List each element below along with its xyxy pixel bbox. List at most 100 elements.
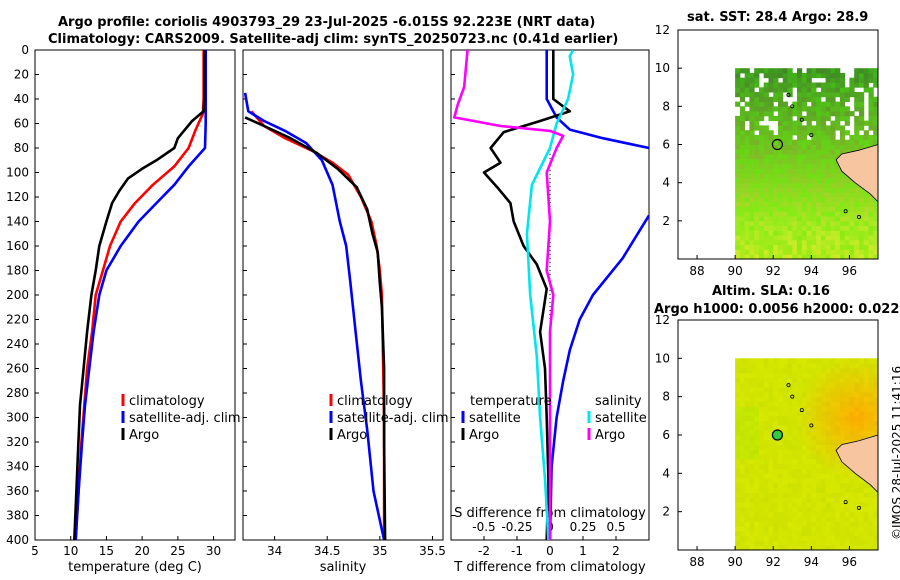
map-cell <box>820 87 827 93</box>
map-cell <box>763 254 769 260</box>
map-cell <box>744 511 750 517</box>
map-cell <box>787 497 793 503</box>
map-cell <box>778 197 784 203</box>
map-cell <box>744 254 750 260</box>
map-cell <box>763 92 769 98</box>
map-cell <box>811 372 817 378</box>
map-cell <box>854 367 860 374</box>
map-cell <box>759 502 765 508</box>
map-cell <box>778 439 784 445</box>
map-cell <box>792 363 798 369</box>
map-cell <box>778 106 784 112</box>
map-cell <box>739 468 746 474</box>
map-cell <box>768 506 774 513</box>
map-cell <box>844 396 850 402</box>
map-cell <box>820 396 827 402</box>
legend-label: satellite-adj. clim <box>129 411 241 426</box>
temperature-series <box>73 50 207 540</box>
x-axis-label: temperature (deg C) <box>68 560 202 575</box>
map-cell <box>768 225 774 231</box>
map-cell <box>816 463 822 469</box>
map-cell <box>768 454 774 460</box>
map-cell <box>859 420 865 426</box>
map-cell <box>825 506 831 513</box>
map-cell <box>754 158 760 164</box>
map-cell <box>749 182 755 188</box>
map-cell <box>844 530 850 536</box>
map-cell <box>830 154 836 160</box>
map-cell <box>768 235 774 241</box>
map-cell <box>873 201 879 207</box>
map-cell <box>749 530 755 536</box>
map-cell <box>773 192 779 198</box>
map-cell <box>744 149 750 155</box>
map-cell <box>811 521 817 527</box>
map-cell <box>806 540 812 546</box>
map-cell <box>787 158 793 164</box>
difference-series <box>452 50 649 540</box>
map-cell <box>811 449 817 455</box>
map-cell <box>859 197 865 203</box>
map-cell <box>839 478 846 484</box>
map-cell <box>825 197 831 203</box>
map-cell <box>744 459 750 465</box>
map-cell <box>801 535 807 541</box>
map-cell <box>735 216 741 222</box>
map-cell <box>835 125 841 131</box>
map-cell <box>873 135 879 141</box>
map-cell <box>792 391 798 398</box>
map-cell <box>744 468 750 474</box>
map-cell <box>759 478 765 484</box>
x-tick-label: 96 <box>842 555 857 569</box>
map-cell <box>749 173 755 179</box>
map-cell <box>859 506 865 513</box>
map-cell <box>830 363 836 369</box>
map-cell <box>816 425 822 431</box>
map-cell <box>868 96 874 102</box>
map-cell <box>735 511 741 517</box>
map-cell <box>787 139 793 145</box>
map-cell <box>754 358 760 364</box>
map-cell <box>749 358 755 364</box>
map-cell <box>844 111 850 117</box>
map-cell <box>854 535 860 541</box>
map-cell <box>816 401 822 407</box>
map-cell <box>868 526 874 532</box>
map-cell <box>816 506 822 513</box>
map-cell <box>849 540 855 546</box>
map-cell <box>754 530 760 536</box>
map-cell <box>754 516 760 522</box>
map-cell <box>763 391 769 398</box>
map-cell <box>773 149 779 155</box>
map-cell <box>825 497 831 503</box>
map-cell <box>763 230 769 236</box>
legend-label: satellite <box>595 411 647 426</box>
map-cell <box>749 382 755 388</box>
map-cell <box>835 487 841 493</box>
map-cell <box>792 526 798 532</box>
map-cell <box>778 401 784 407</box>
map-cell <box>754 401 760 407</box>
map-cell <box>835 430 841 436</box>
map-cell <box>825 182 831 188</box>
map-cell <box>749 444 755 450</box>
map-cell <box>749 535 755 541</box>
map-cell <box>816 225 822 231</box>
map-cell <box>735 430 741 436</box>
map-cell <box>801 430 807 436</box>
map-cell <box>749 363 755 369</box>
map-cell <box>749 249 755 255</box>
map-cell <box>797 177 803 184</box>
map-cell <box>854 516 860 522</box>
map-cell <box>744 530 750 536</box>
map-cell <box>792 216 798 222</box>
map-cell <box>854 220 860 226</box>
map-cell <box>859 358 865 364</box>
x-tick-label: 20 <box>135 544 150 558</box>
map-cell <box>763 430 769 436</box>
map-cell <box>849 230 855 236</box>
map-cell <box>782 473 788 479</box>
map-cell <box>763 396 769 402</box>
map-cell <box>735 235 741 241</box>
map-cell <box>787 168 793 174</box>
